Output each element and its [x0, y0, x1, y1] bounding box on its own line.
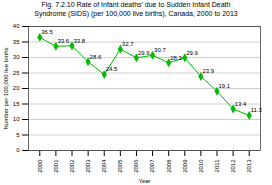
svg-text:10: 10: [13, 116, 20, 122]
svg-text:2003: 2003: [85, 159, 91, 173]
svg-text:40: 40: [13, 23, 20, 29]
svg-text:35: 35: [13, 39, 20, 45]
svg-text:13.4: 13.4: [235, 101, 247, 107]
svg-text:2010: 2010: [198, 159, 204, 173]
html-text:Syndrome (SIDS) (per 100,000 l: Syndrome (SIDS) (per 100,000 live births…: [34, 9, 238, 17]
svg-text:30: 30: [13, 54, 20, 60]
svg-text:0: 0: [16, 147, 20, 153]
svg-text:2000: 2000: [37, 159, 43, 173]
svg-text:28.3: 28.3: [170, 55, 182, 61]
svg-text:2009: 2009: [182, 159, 188, 173]
svg-text:Year: Year: [138, 178, 150, 184]
svg-text:11.3: 11.3: [251, 107, 263, 113]
svg-text:Number per 100,000 live births: Number per 100,000 live births: [3, 47, 9, 129]
svg-text:24.5: 24.5: [106, 66, 118, 72]
svg-text:29.9: 29.9: [138, 50, 150, 56]
svg-text:29.9: 29.9: [186, 50, 198, 56]
svg-text:32.7: 32.7: [122, 41, 134, 47]
svg-text:2001: 2001: [53, 159, 59, 173]
svg-text:2006: 2006: [133, 159, 139, 173]
svg-text:15: 15: [13, 101, 20, 107]
html-text:Fig. 7.2.10 Rate of Infant dea: Fig. 7.2.10 Rate of Infant deaths' due t…: [41, 1, 231, 8]
svg-text:2011: 2011: [214, 159, 220, 173]
svg-text:19.1: 19.1: [219, 83, 231, 89]
svg-text:2008: 2008: [166, 159, 172, 173]
svg-text:2007: 2007: [149, 159, 155, 173]
svg-text:2013: 2013: [246, 159, 252, 173]
svg-text:20: 20: [13, 85, 20, 91]
svg-text:23.9: 23.9: [202, 68, 214, 74]
svg-text:2004: 2004: [101, 159, 107, 173]
svg-text:33.6: 33.6: [57, 38, 69, 44]
svg-text:2012: 2012: [230, 159, 236, 173]
svg-text:28.6: 28.6: [90, 54, 102, 60]
svg-text:2005: 2005: [117, 159, 123, 173]
svg-text:36.5: 36.5: [41, 29, 53, 35]
svg-text:30.7: 30.7: [154, 47, 166, 53]
svg-text:5: 5: [16, 132, 20, 138]
svg-text:25: 25: [13, 70, 20, 76]
svg-text:33.8: 33.8: [74, 38, 86, 44]
svg-text:2002: 2002: [69, 159, 75, 173]
